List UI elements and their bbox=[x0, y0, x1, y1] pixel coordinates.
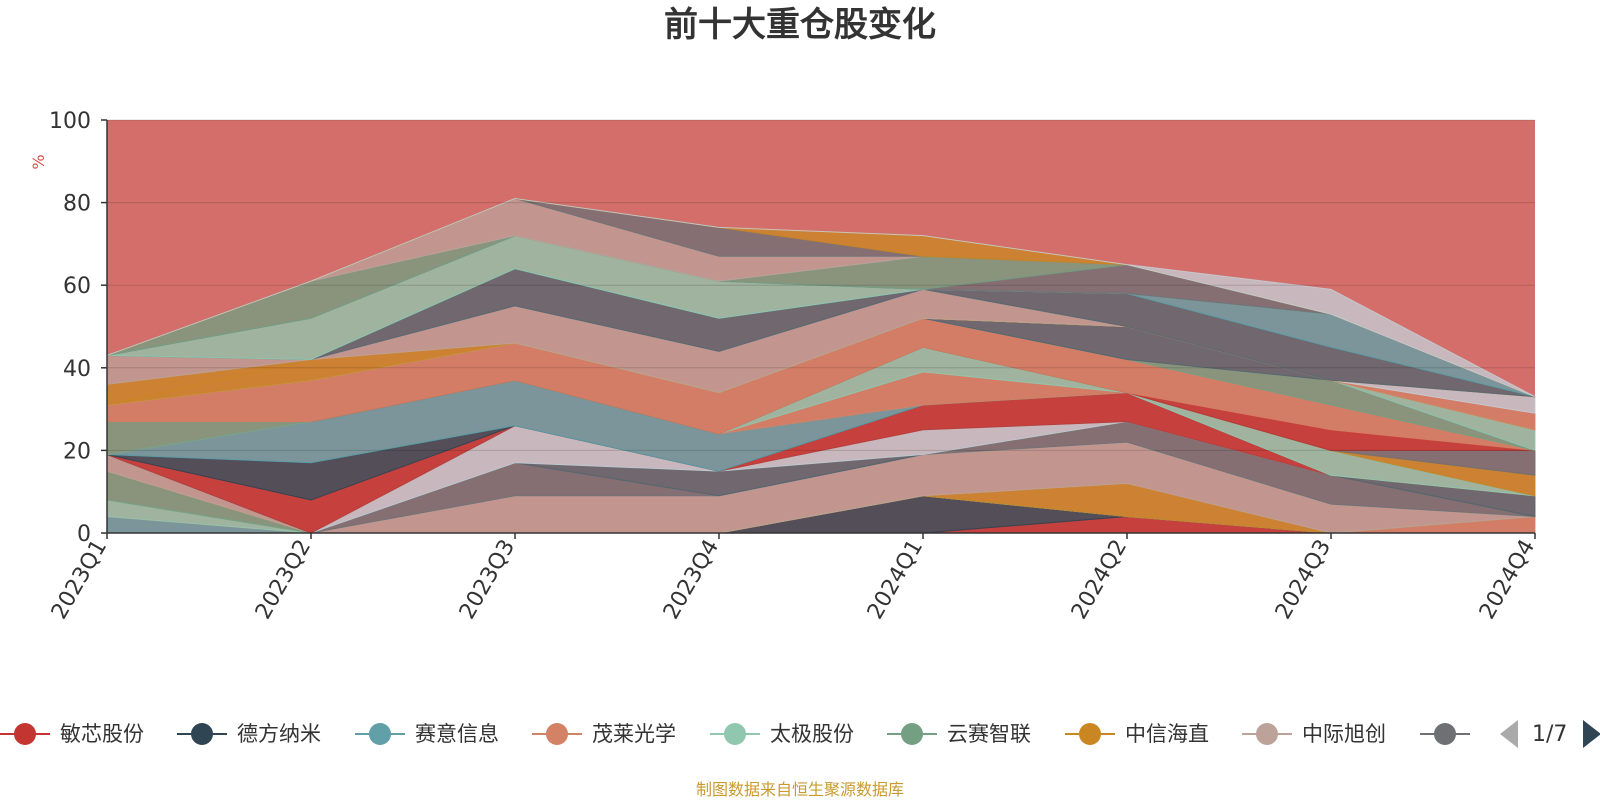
legend-label: 德方纳米 bbox=[237, 722, 321, 746]
y-tick-label: 0 bbox=[77, 522, 91, 547]
area-series-group bbox=[106, 197, 1536, 534]
legend-item[interactable]: 赛意信息 bbox=[355, 722, 499, 746]
y-tick-label: 80 bbox=[63, 192, 91, 217]
legend-circle-icon bbox=[1256, 723, 1278, 745]
legend-label: 中际旭创 bbox=[1302, 722, 1386, 746]
legend-circle-icon bbox=[724, 723, 746, 745]
y-tick-label: 20 bbox=[63, 439, 91, 464]
legend-label: 赛意信息 bbox=[415, 722, 499, 746]
legend-item[interactable]: 太极股份 bbox=[710, 722, 854, 746]
y-tick-label: 100 bbox=[49, 109, 91, 134]
legend-circle-icon bbox=[191, 723, 213, 745]
x-tick-label: 2024Q2 bbox=[1067, 536, 1132, 624]
legend[interactable]: 敏芯股份 德方纳米 赛意信息 茂莱光学 太极股份 云赛智联 中信海直 中际旭创 bbox=[0, 722, 1470, 746]
y-axis-unit: % bbox=[29, 154, 48, 169]
legend-label: 云赛智联 bbox=[947, 722, 1031, 746]
x-tick-label: 2024Q1 bbox=[863, 536, 928, 624]
legend-label: 中信海直 bbox=[1125, 722, 1209, 746]
x-tick-label: 2023Q3 bbox=[455, 536, 520, 624]
legend-label: 茂莱光学 bbox=[592, 722, 676, 746]
legend-circle-icon bbox=[901, 723, 923, 745]
legend-item[interactable]: 中信海直 bbox=[1065, 722, 1209, 746]
legend-item[interactable]: 敏芯股份 bbox=[0, 722, 144, 746]
legend-item[interactable]: 茂莱光学 bbox=[532, 722, 676, 746]
y-tick-label: 40 bbox=[63, 357, 91, 382]
legend-circle-icon bbox=[1079, 723, 1101, 745]
pager-next-icon[interactable] bbox=[1583, 720, 1600, 748]
legend-item[interactable]: 中际旭创 bbox=[1242, 722, 1386, 746]
legend-item[interactable]: 德方纳米 bbox=[177, 722, 321, 746]
legend-circle-icon bbox=[546, 723, 568, 745]
x-tick-label: 2024Q3 bbox=[1271, 536, 1336, 624]
y-tick-labels: 0 20 40 60 80 100 bbox=[49, 109, 91, 547]
legend-item[interactable] bbox=[1420, 723, 1470, 745]
area-series-39[interactable] bbox=[106, 197, 1536, 398]
x-tick-label: 2024Q4 bbox=[1475, 536, 1540, 624]
grid-lines bbox=[107, 119, 1535, 451]
pager-prev-icon[interactable] bbox=[1500, 720, 1518, 748]
source-note: 制图数据来自恒生聚源数据库 bbox=[696, 780, 904, 799]
legend-label: 太极股份 bbox=[770, 722, 854, 746]
legend-pager[interactable]: 1/7 bbox=[1500, 720, 1600, 748]
pager-text: 1/7 bbox=[1532, 722, 1567, 747]
legend-item[interactable]: 云赛智联 bbox=[887, 722, 1031, 746]
x-tick-label: 2023Q4 bbox=[659, 536, 724, 624]
legend-circle-icon bbox=[369, 723, 391, 745]
legend-circle-icon bbox=[1434, 723, 1456, 745]
legend-label: 敏芯股份 bbox=[60, 722, 144, 746]
x-tick-label: 2023Q1 bbox=[47, 536, 112, 624]
y-tick-label: 60 bbox=[63, 274, 91, 299]
x-tick-label: 2023Q2 bbox=[251, 536, 316, 624]
axes bbox=[101, 119, 1536, 539]
chart-title: 前十大重仓股变化 bbox=[664, 5, 936, 45]
legend-circle-icon bbox=[14, 723, 36, 745]
x-tick-labels: 2023Q1 2023Q2 2023Q3 2023Q4 2024Q1 2024Q2 2024… bbox=[47, 536, 1540, 624]
